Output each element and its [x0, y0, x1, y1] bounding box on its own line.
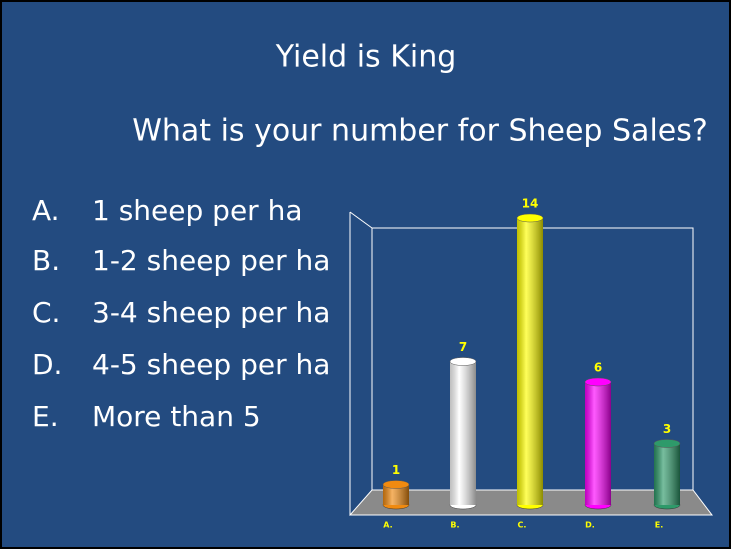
bar-shade: [585, 382, 611, 505]
bar-top: [449, 357, 477, 366]
option-list: A. 1 sheep per ha B. 1-2 sheep per ha C. 3-4 …: [32, 194, 330, 433]
option-letter: C.: [32, 296, 60, 329]
slide-subtitle: What is your number for Sheep Sales?: [132, 114, 708, 149]
option-text: 1 sheep per ha: [92, 194, 303, 227]
option-letter: B.: [32, 244, 60, 277]
bar: [653, 439, 681, 510]
x-tick-label: E.: [655, 521, 664, 530]
x-tick-label: C.: [518, 521, 527, 530]
option-letter: E.: [32, 400, 59, 433]
bar-top: [653, 439, 681, 448]
bar: [449, 357, 477, 510]
bar-top: [516, 213, 544, 223]
data-label: 1: [392, 463, 400, 477]
bar-shade: [450, 361, 476, 505]
option-text: 4-5 sheep per ha: [92, 348, 330, 381]
option-letter: A.: [32, 194, 60, 227]
bar: [516, 213, 544, 510]
x-tick-label: D.: [585, 521, 595, 530]
option-text: More than 5: [92, 400, 261, 433]
bar: [584, 377, 612, 510]
slide-title: Yield is King: [275, 40, 457, 75]
x-tick-label: B.: [450, 521, 459, 530]
option-text: 3-4 sheep per ha: [92, 296, 330, 329]
option-letter: D.: [32, 348, 62, 381]
bar-top: [584, 377, 612, 387]
data-label: 14: [522, 197, 539, 211]
bar-shade: [654, 443, 680, 505]
bar-top: [382, 480, 410, 489]
bars: 1 A. 7 B. 14 C. 6 D. 3 E.: [382, 197, 681, 530]
bar: [382, 480, 410, 510]
x-tick-label: A.: [383, 521, 392, 530]
data-label: 6: [594, 361, 602, 375]
data-label: 7: [459, 340, 467, 354]
data-label: 3: [663, 422, 671, 436]
chart-left-top: [349, 211, 373, 229]
bar-shade: [383, 484, 409, 505]
option-text: 1-2 sheep per ha: [92, 244, 330, 277]
bar-shade: [517, 218, 543, 505]
